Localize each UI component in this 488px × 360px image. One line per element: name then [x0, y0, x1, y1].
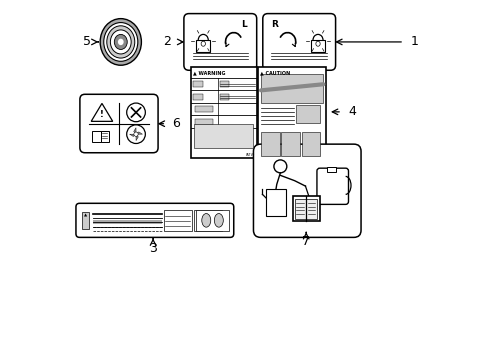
Text: (ATV): (ATV): [245, 153, 255, 157]
Bar: [301, 132, 320, 156]
Bar: [195, 210, 228, 231]
Bar: [296, 105, 320, 123]
Bar: [194, 210, 222, 231]
Bar: [194, 125, 253, 148]
FancyBboxPatch shape: [253, 144, 360, 237]
Bar: [258, 67, 325, 158]
Bar: [163, 210, 192, 231]
Polygon shape: [136, 134, 138, 141]
Bar: [190, 67, 257, 158]
Bar: [261, 132, 279, 156]
Ellipse shape: [202, 213, 210, 227]
Text: 2: 2: [163, 35, 171, 49]
Bar: [195, 107, 213, 112]
Text: !: !: [100, 111, 103, 120]
Bar: [265, 189, 285, 216]
Text: 6: 6: [172, 117, 180, 130]
Bar: [92, 131, 101, 142]
Bar: [82, 212, 89, 229]
Bar: [326, 167, 335, 172]
Bar: [192, 94, 203, 100]
Text: ▲: ▲: [84, 213, 87, 217]
Bar: [261, 74, 323, 103]
Circle shape: [126, 103, 145, 122]
Circle shape: [126, 125, 145, 144]
FancyBboxPatch shape: [183, 14, 256, 70]
Text: 3: 3: [149, 242, 157, 255]
Bar: [192, 81, 203, 87]
Text: 1: 1: [410, 35, 418, 49]
Text: 7: 7: [302, 235, 309, 248]
FancyBboxPatch shape: [262, 14, 335, 70]
Text: L: L: [241, 19, 247, 28]
Ellipse shape: [114, 35, 127, 49]
Text: ▲ CAUTION: ▲ CAUTION: [260, 70, 290, 75]
Bar: [310, 40, 325, 51]
Bar: [220, 94, 228, 100]
FancyBboxPatch shape: [76, 203, 233, 237]
Bar: [220, 81, 228, 87]
Polygon shape: [136, 132, 142, 134]
Circle shape: [134, 132, 138, 136]
Bar: [93, 220, 162, 224]
FancyBboxPatch shape: [316, 168, 348, 204]
Ellipse shape: [214, 213, 223, 227]
Text: 5: 5: [83, 35, 91, 49]
Bar: [292, 196, 319, 221]
Text: 4: 4: [347, 105, 355, 118]
Polygon shape: [133, 128, 136, 134]
Ellipse shape: [103, 23, 138, 61]
Bar: [101, 131, 109, 142]
FancyBboxPatch shape: [80, 94, 158, 153]
Polygon shape: [91, 103, 112, 121]
Ellipse shape: [118, 39, 123, 45]
Ellipse shape: [110, 30, 131, 54]
Bar: [294, 199, 317, 219]
Bar: [196, 40, 210, 51]
Text: ▲ WARNING: ▲ WARNING: [192, 70, 225, 75]
Bar: [281, 132, 299, 156]
Ellipse shape: [100, 19, 141, 65]
Ellipse shape: [106, 26, 135, 58]
Bar: [195, 119, 213, 125]
Polygon shape: [129, 134, 136, 136]
Text: R: R: [271, 19, 278, 28]
